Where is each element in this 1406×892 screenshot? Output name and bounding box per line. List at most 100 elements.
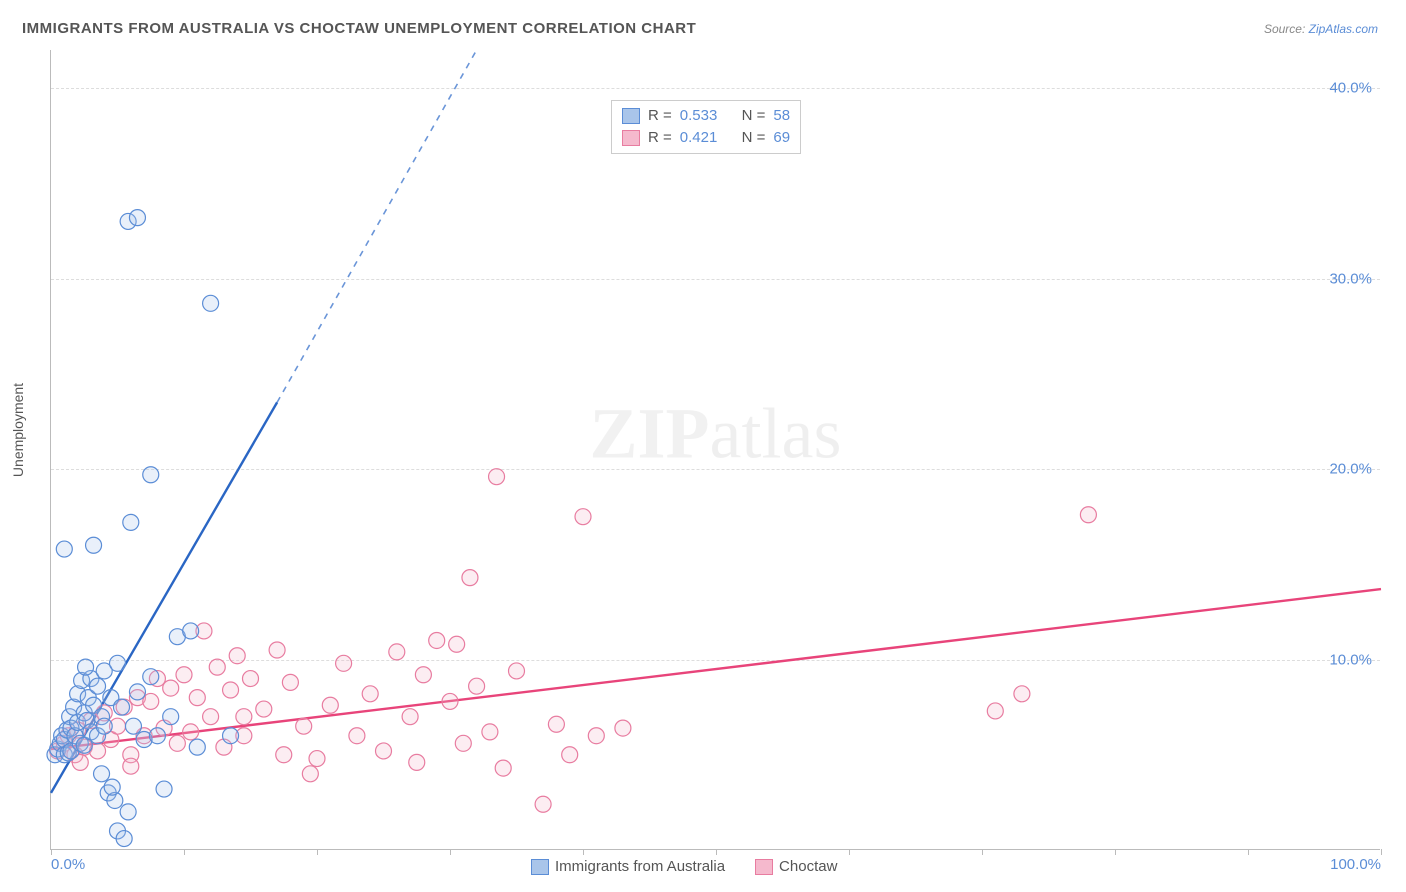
data-point — [256, 701, 272, 717]
y-axis-label: Unemployment — [10, 383, 26, 477]
data-point — [110, 655, 126, 671]
data-point — [509, 663, 525, 679]
source-attribution: Source: ZipAtlas.com — [1264, 22, 1378, 36]
data-point — [495, 760, 511, 776]
x-tick-mark — [51, 849, 52, 855]
data-point — [402, 709, 418, 725]
x-tick-mark — [849, 849, 850, 855]
data-point — [588, 728, 604, 744]
data-point — [449, 636, 465, 652]
data-point — [169, 735, 185, 751]
x-tick-mark — [1381, 849, 1382, 855]
data-point — [455, 735, 471, 751]
data-point — [302, 766, 318, 782]
data-point — [482, 724, 498, 740]
source-link[interactable]: ZipAtlas.com — [1309, 22, 1378, 36]
legend-label-blue: Immigrants from Australia — [555, 858, 725, 875]
data-point — [163, 680, 179, 696]
data-point — [243, 671, 259, 687]
data-point — [223, 682, 239, 698]
source-prefix: Source: — [1264, 22, 1309, 36]
chart-title: IMMIGRANTS FROM AUSTRALIA VS CHOCTAW UNE… — [22, 20, 696, 37]
data-point — [489, 469, 505, 485]
data-point — [183, 623, 199, 639]
legend-item-pink: Choctaw — [755, 858, 837, 875]
data-point — [125, 718, 141, 734]
data-point — [143, 669, 159, 685]
data-point — [90, 678, 106, 694]
data-point — [229, 648, 245, 664]
data-point — [575, 509, 591, 525]
data-point — [562, 747, 578, 763]
data-point — [143, 467, 159, 483]
data-point — [123, 514, 139, 530]
data-point — [236, 709, 252, 725]
data-point — [548, 716, 564, 732]
x-tick-mark — [1115, 849, 1116, 855]
data-point — [189, 690, 205, 706]
data-point — [376, 743, 392, 759]
data-point — [78, 659, 94, 675]
data-point — [1014, 686, 1030, 702]
data-point — [116, 831, 132, 847]
data-point — [104, 779, 120, 795]
data-point — [389, 644, 405, 660]
data-point — [349, 728, 365, 744]
data-point — [1080, 507, 1096, 523]
data-point — [149, 728, 165, 744]
data-point — [415, 667, 431, 683]
legend-label-pink: Choctaw — [779, 858, 837, 875]
data-point — [163, 709, 179, 725]
data-point — [129, 210, 145, 226]
data-point — [129, 684, 145, 700]
data-point — [322, 697, 338, 713]
data-point — [96, 718, 112, 734]
x-tick-mark — [716, 849, 717, 855]
x-tick-mark — [184, 849, 185, 855]
data-point — [123, 758, 139, 774]
data-point — [120, 804, 136, 820]
data-point — [276, 747, 292, 763]
data-point — [113, 699, 129, 715]
data-point — [535, 796, 551, 812]
legend-swatch-pink — [755, 859, 773, 875]
legend-item-blue: Immigrants from Australia — [531, 858, 725, 875]
data-point — [143, 693, 159, 709]
series-legend: Immigrants from Australia Choctaw — [531, 858, 837, 875]
data-point — [176, 667, 192, 683]
data-point — [156, 781, 172, 797]
x-tick-mark — [583, 849, 584, 855]
x-tick-label: 100.0% — [1330, 856, 1381, 873]
x-tick-mark — [450, 849, 451, 855]
scatter-svg — [51, 50, 1380, 849]
data-point — [269, 642, 285, 658]
x-tick-mark — [1248, 849, 1249, 855]
trend-line — [277, 50, 477, 402]
data-point — [209, 659, 225, 675]
x-tick-label: 0.0% — [51, 856, 85, 873]
data-point — [469, 678, 485, 694]
data-point — [296, 718, 312, 734]
data-point — [94, 766, 110, 782]
data-point — [189, 739, 205, 755]
x-tick-mark — [317, 849, 318, 855]
data-point — [987, 703, 1003, 719]
trend-line — [51, 589, 1381, 749]
x-tick-mark — [982, 849, 983, 855]
data-point — [409, 754, 425, 770]
data-point — [442, 693, 458, 709]
plot-area: ZIPatlas 10.0%20.0%30.0%40.0% R = 0.533 … — [50, 50, 1380, 850]
data-point — [462, 570, 478, 586]
data-point — [183, 724, 199, 740]
data-point — [615, 720, 631, 736]
data-point — [223, 728, 239, 744]
data-point — [309, 751, 325, 767]
data-point — [282, 674, 298, 690]
data-point — [362, 686, 378, 702]
data-point — [203, 709, 219, 725]
data-point — [203, 295, 219, 311]
data-point — [429, 632, 445, 648]
data-point — [56, 541, 72, 557]
legend-swatch-blue — [531, 859, 549, 875]
data-point — [336, 655, 352, 671]
